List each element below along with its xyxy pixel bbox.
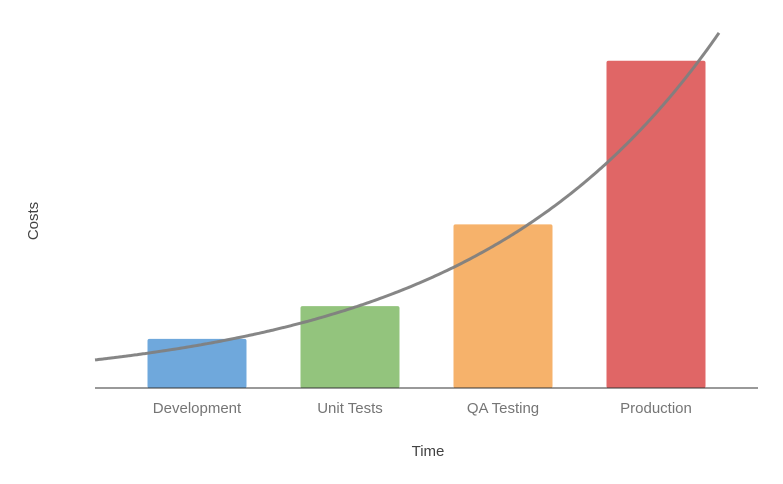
- x-tick-labels: Development Unit Tests QA Testing Productio…: [153, 400, 692, 417]
- x-tick-label: Development: [153, 400, 242, 417]
- bar-qa-testing: [453, 224, 553, 388]
- bar-production: [606, 60, 706, 389]
- bar-unit-tests: [300, 306, 400, 388]
- bar-development: [147, 338, 247, 388]
- x-tick-label: Unit Tests: [317, 400, 383, 417]
- x-axis-title: Time: [412, 443, 445, 460]
- x-tick-label: Production: [620, 400, 692, 417]
- trendline: [94, 32, 721, 362]
- y-axis-title: Costs: [25, 202, 42, 240]
- bars-layer: [147, 60, 706, 389]
- x-tick-label: QA Testing: [467, 400, 539, 417]
